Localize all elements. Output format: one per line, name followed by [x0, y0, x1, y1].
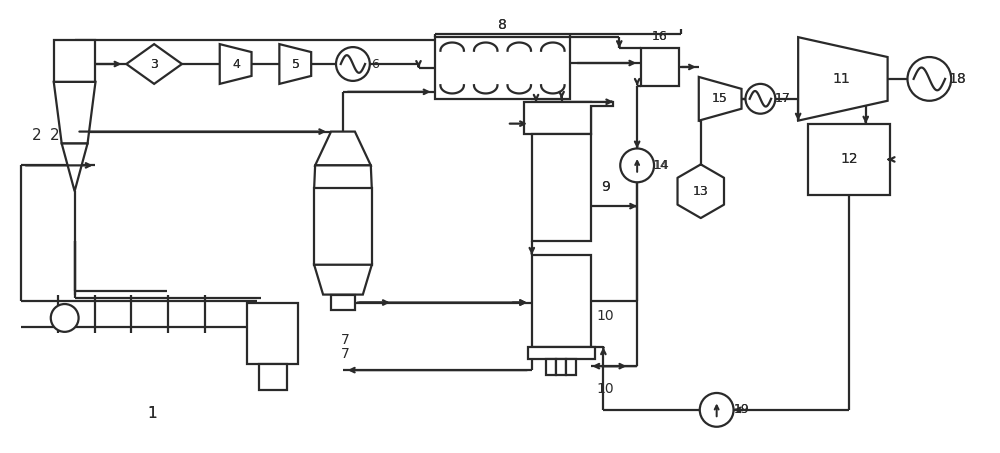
Bar	[435, 37, 570, 99]
Text: 12: 12	[840, 152, 858, 166]
Circle shape	[700, 393, 734, 427]
Text: 15: 15	[712, 92, 728, 105]
Bar	[54, 40, 95, 82]
Polygon shape	[331, 294, 355, 310]
Polygon shape	[798, 37, 888, 120]
Text: 8: 8	[498, 18, 507, 32]
Text: 17: 17	[774, 92, 790, 105]
Text: 3: 3	[150, 58, 158, 71]
Text: 11: 11	[832, 72, 850, 86]
Text: 8: 8	[498, 18, 507, 32]
Text: 14: 14	[653, 159, 669, 172]
Text: 11: 11	[832, 72, 850, 86]
Text: 9: 9	[601, 180, 610, 194]
Text: 7: 7	[341, 347, 349, 361]
Polygon shape	[699, 77, 742, 120]
Polygon shape	[314, 165, 372, 188]
Polygon shape	[315, 131, 371, 165]
Text: 2: 2	[32, 128, 42, 143]
Text: 1: 1	[147, 406, 157, 421]
Text: 15: 15	[712, 92, 728, 105]
Bar	[532, 134, 591, 241]
Bar	[641, 48, 679, 86]
Polygon shape	[54, 82, 95, 144]
Text: 10: 10	[597, 309, 614, 323]
Text: 18: 18	[948, 72, 966, 86]
Text: 9: 9	[601, 180, 610, 194]
Polygon shape	[62, 144, 88, 191]
Polygon shape	[528, 347, 595, 359]
Circle shape	[51, 304, 79, 332]
Text: 5: 5	[292, 58, 300, 71]
Text: 14: 14	[654, 159, 670, 172]
Text: 13: 13	[693, 185, 709, 198]
Bar	[532, 102, 591, 134]
Text: 16: 16	[652, 30, 668, 43]
Text: 3: 3	[150, 58, 158, 71]
Text: 18: 18	[948, 72, 966, 86]
Text: 2: 2	[50, 128, 60, 143]
Text: 16: 16	[652, 30, 668, 43]
Circle shape	[907, 57, 951, 101]
Text: 19: 19	[734, 403, 749, 416]
Text: 1: 1	[147, 406, 157, 421]
Bar	[532, 255, 591, 347]
Text: 10: 10	[597, 382, 614, 396]
Text: 13: 13	[693, 185, 709, 198]
Text: 5: 5	[292, 58, 300, 71]
Bar	[314, 188, 372, 265]
Bar	[556, 359, 566, 375]
Text: 17: 17	[774, 92, 790, 105]
Bar	[808, 124, 890, 195]
Bar	[247, 303, 298, 364]
Text: 4: 4	[233, 58, 241, 71]
Circle shape	[620, 149, 654, 182]
Circle shape	[745, 84, 775, 114]
Text: 7: 7	[341, 333, 349, 347]
Bar	[259, 364, 287, 390]
Text: 12: 12	[840, 152, 858, 166]
Text: 4: 4	[233, 58, 241, 71]
Polygon shape	[279, 44, 311, 84]
Polygon shape	[126, 44, 182, 84]
Polygon shape	[220, 44, 252, 84]
Text: 6: 6	[371, 58, 379, 71]
Circle shape	[336, 47, 370, 81]
Polygon shape	[314, 265, 372, 294]
Bar	[566, 359, 576, 375]
Text: 19: 19	[734, 403, 749, 416]
Polygon shape	[524, 102, 613, 134]
Bar	[546, 359, 556, 375]
